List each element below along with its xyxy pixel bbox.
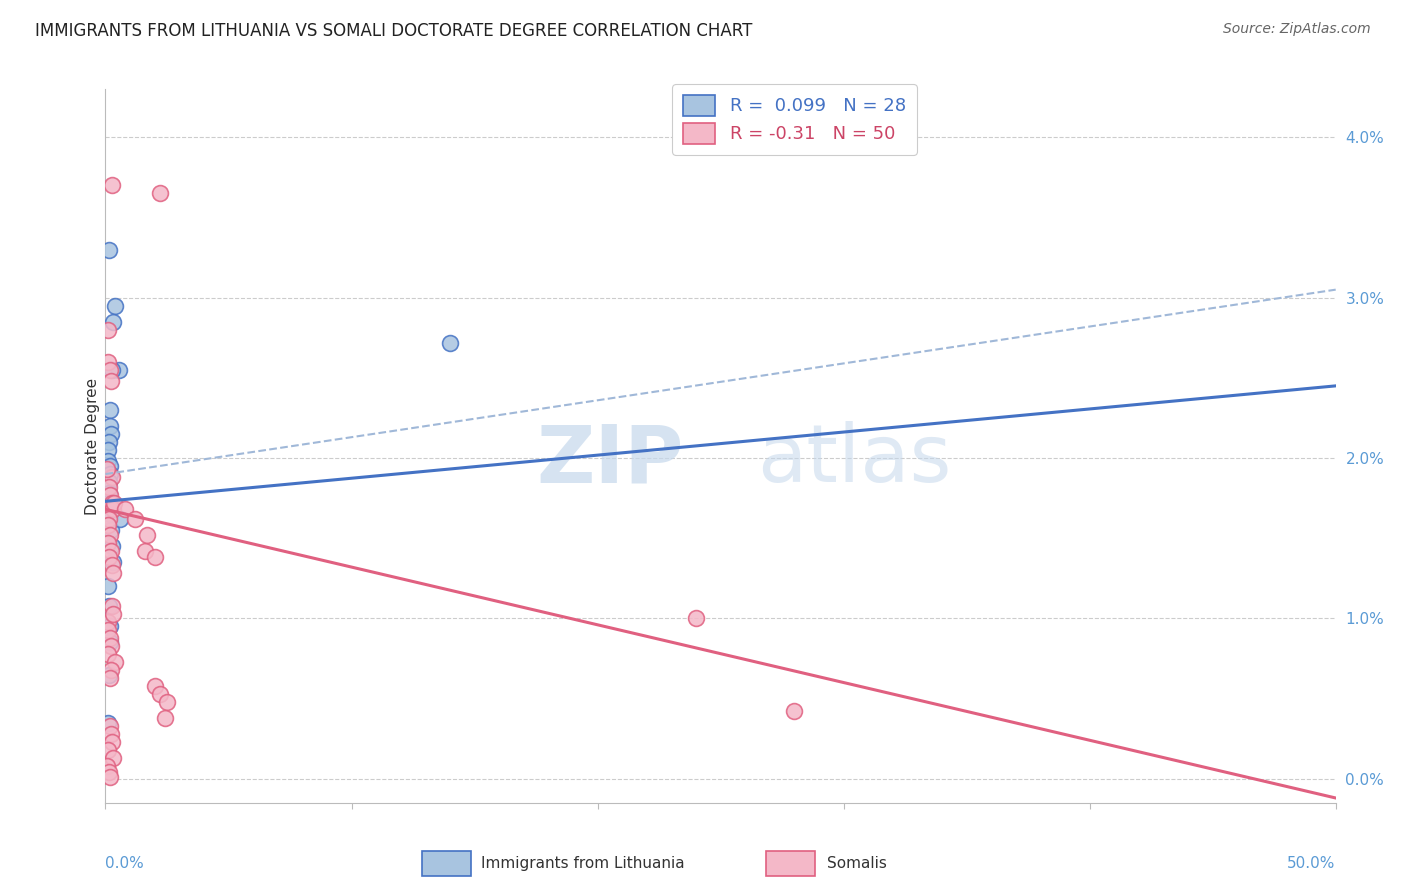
Point [97, 518, 120, 533]
Point [97, 323, 120, 337]
Point [101, 566, 124, 581]
FancyBboxPatch shape [422, 851, 471, 876]
Point [98, 631, 121, 645]
Point [97, 454, 120, 468]
Point [98, 507, 121, 521]
Point [98, 550, 121, 565]
Point [101, 555, 124, 569]
Point [100, 374, 122, 388]
Point [100, 496, 122, 510]
Point [98, 458, 121, 473]
Point [96, 759, 118, 773]
Point [149, 186, 172, 201]
Text: Somalis: Somalis [827, 856, 887, 871]
Point [97, 615, 120, 629]
Point [97, 536, 120, 550]
Point [97, 743, 120, 757]
Point [98, 467, 122, 481]
Point [101, 470, 124, 484]
Text: atlas: atlas [758, 421, 952, 500]
Point [101, 599, 124, 613]
Point [98, 403, 122, 417]
Point [98, 635, 121, 649]
Point [98, 619, 122, 633]
Point [108, 363, 131, 377]
Point [97, 496, 120, 510]
Point [439, 335, 461, 350]
Point [153, 711, 176, 725]
Point [98, 480, 121, 494]
Point [98, 419, 121, 434]
Text: 0.0%: 0.0% [105, 856, 145, 871]
Point [100, 178, 122, 193]
Point [98, 363, 121, 377]
Point [98, 488, 122, 502]
Point [101, 751, 124, 765]
Point [98, 667, 121, 681]
Point [98, 512, 121, 526]
Point [103, 607, 125, 621]
Point [100, 523, 122, 537]
Point [98, 599, 121, 613]
Point [97, 623, 120, 637]
Point [100, 663, 122, 677]
Point [97, 442, 120, 457]
Point [97, 715, 120, 730]
Point [98, 528, 121, 542]
Legend: R =  0.099   N = 28, R = -0.31   N = 50: R = 0.099 N = 28, R = -0.31 N = 50 [672, 84, 917, 154]
Text: Immigrants from Lithuania: Immigrants from Lithuania [481, 856, 685, 871]
Point [98, 435, 121, 450]
Y-axis label: Doctorate Degree: Doctorate Degree [84, 377, 100, 515]
Point [97, 475, 120, 489]
Point [101, 735, 124, 749]
Point [98, 671, 121, 685]
Point [149, 687, 172, 701]
Point [97, 647, 120, 661]
Point [110, 512, 132, 526]
FancyBboxPatch shape [766, 851, 815, 876]
Point [104, 655, 127, 669]
Point [143, 550, 166, 565]
Point [100, 544, 122, 558]
Point [114, 502, 136, 516]
Point [98, 243, 121, 257]
Point [101, 502, 124, 516]
Point [134, 544, 156, 558]
Point [100, 727, 122, 741]
Point [104, 299, 127, 313]
Point [97, 355, 120, 369]
Point [98, 486, 121, 500]
Point [156, 695, 179, 709]
Text: IMMIGRANTS FROM LITHUANIA VS SOMALI DOCTORATE DEGREE CORRELATION CHART: IMMIGRANTS FROM LITHUANIA VS SOMALI DOCT… [35, 22, 752, 40]
Point [100, 363, 122, 377]
Point [97, 579, 120, 593]
Point [97, 765, 120, 780]
Point [103, 496, 125, 510]
Point [124, 512, 146, 526]
Text: ZIP: ZIP [537, 421, 683, 500]
Point [98, 719, 121, 733]
Point [96, 462, 118, 476]
Point [136, 528, 159, 542]
Point [783, 705, 806, 719]
Text: 50.0%: 50.0% [1288, 856, 1336, 871]
Point [685, 611, 707, 625]
Point [101, 315, 124, 329]
Point [100, 639, 122, 653]
Text: Source: ZipAtlas.com: Source: ZipAtlas.com [1223, 22, 1371, 37]
Point [98, 770, 121, 784]
Point [100, 539, 122, 553]
Point [143, 679, 166, 693]
Point [100, 427, 122, 442]
Point [100, 558, 122, 573]
